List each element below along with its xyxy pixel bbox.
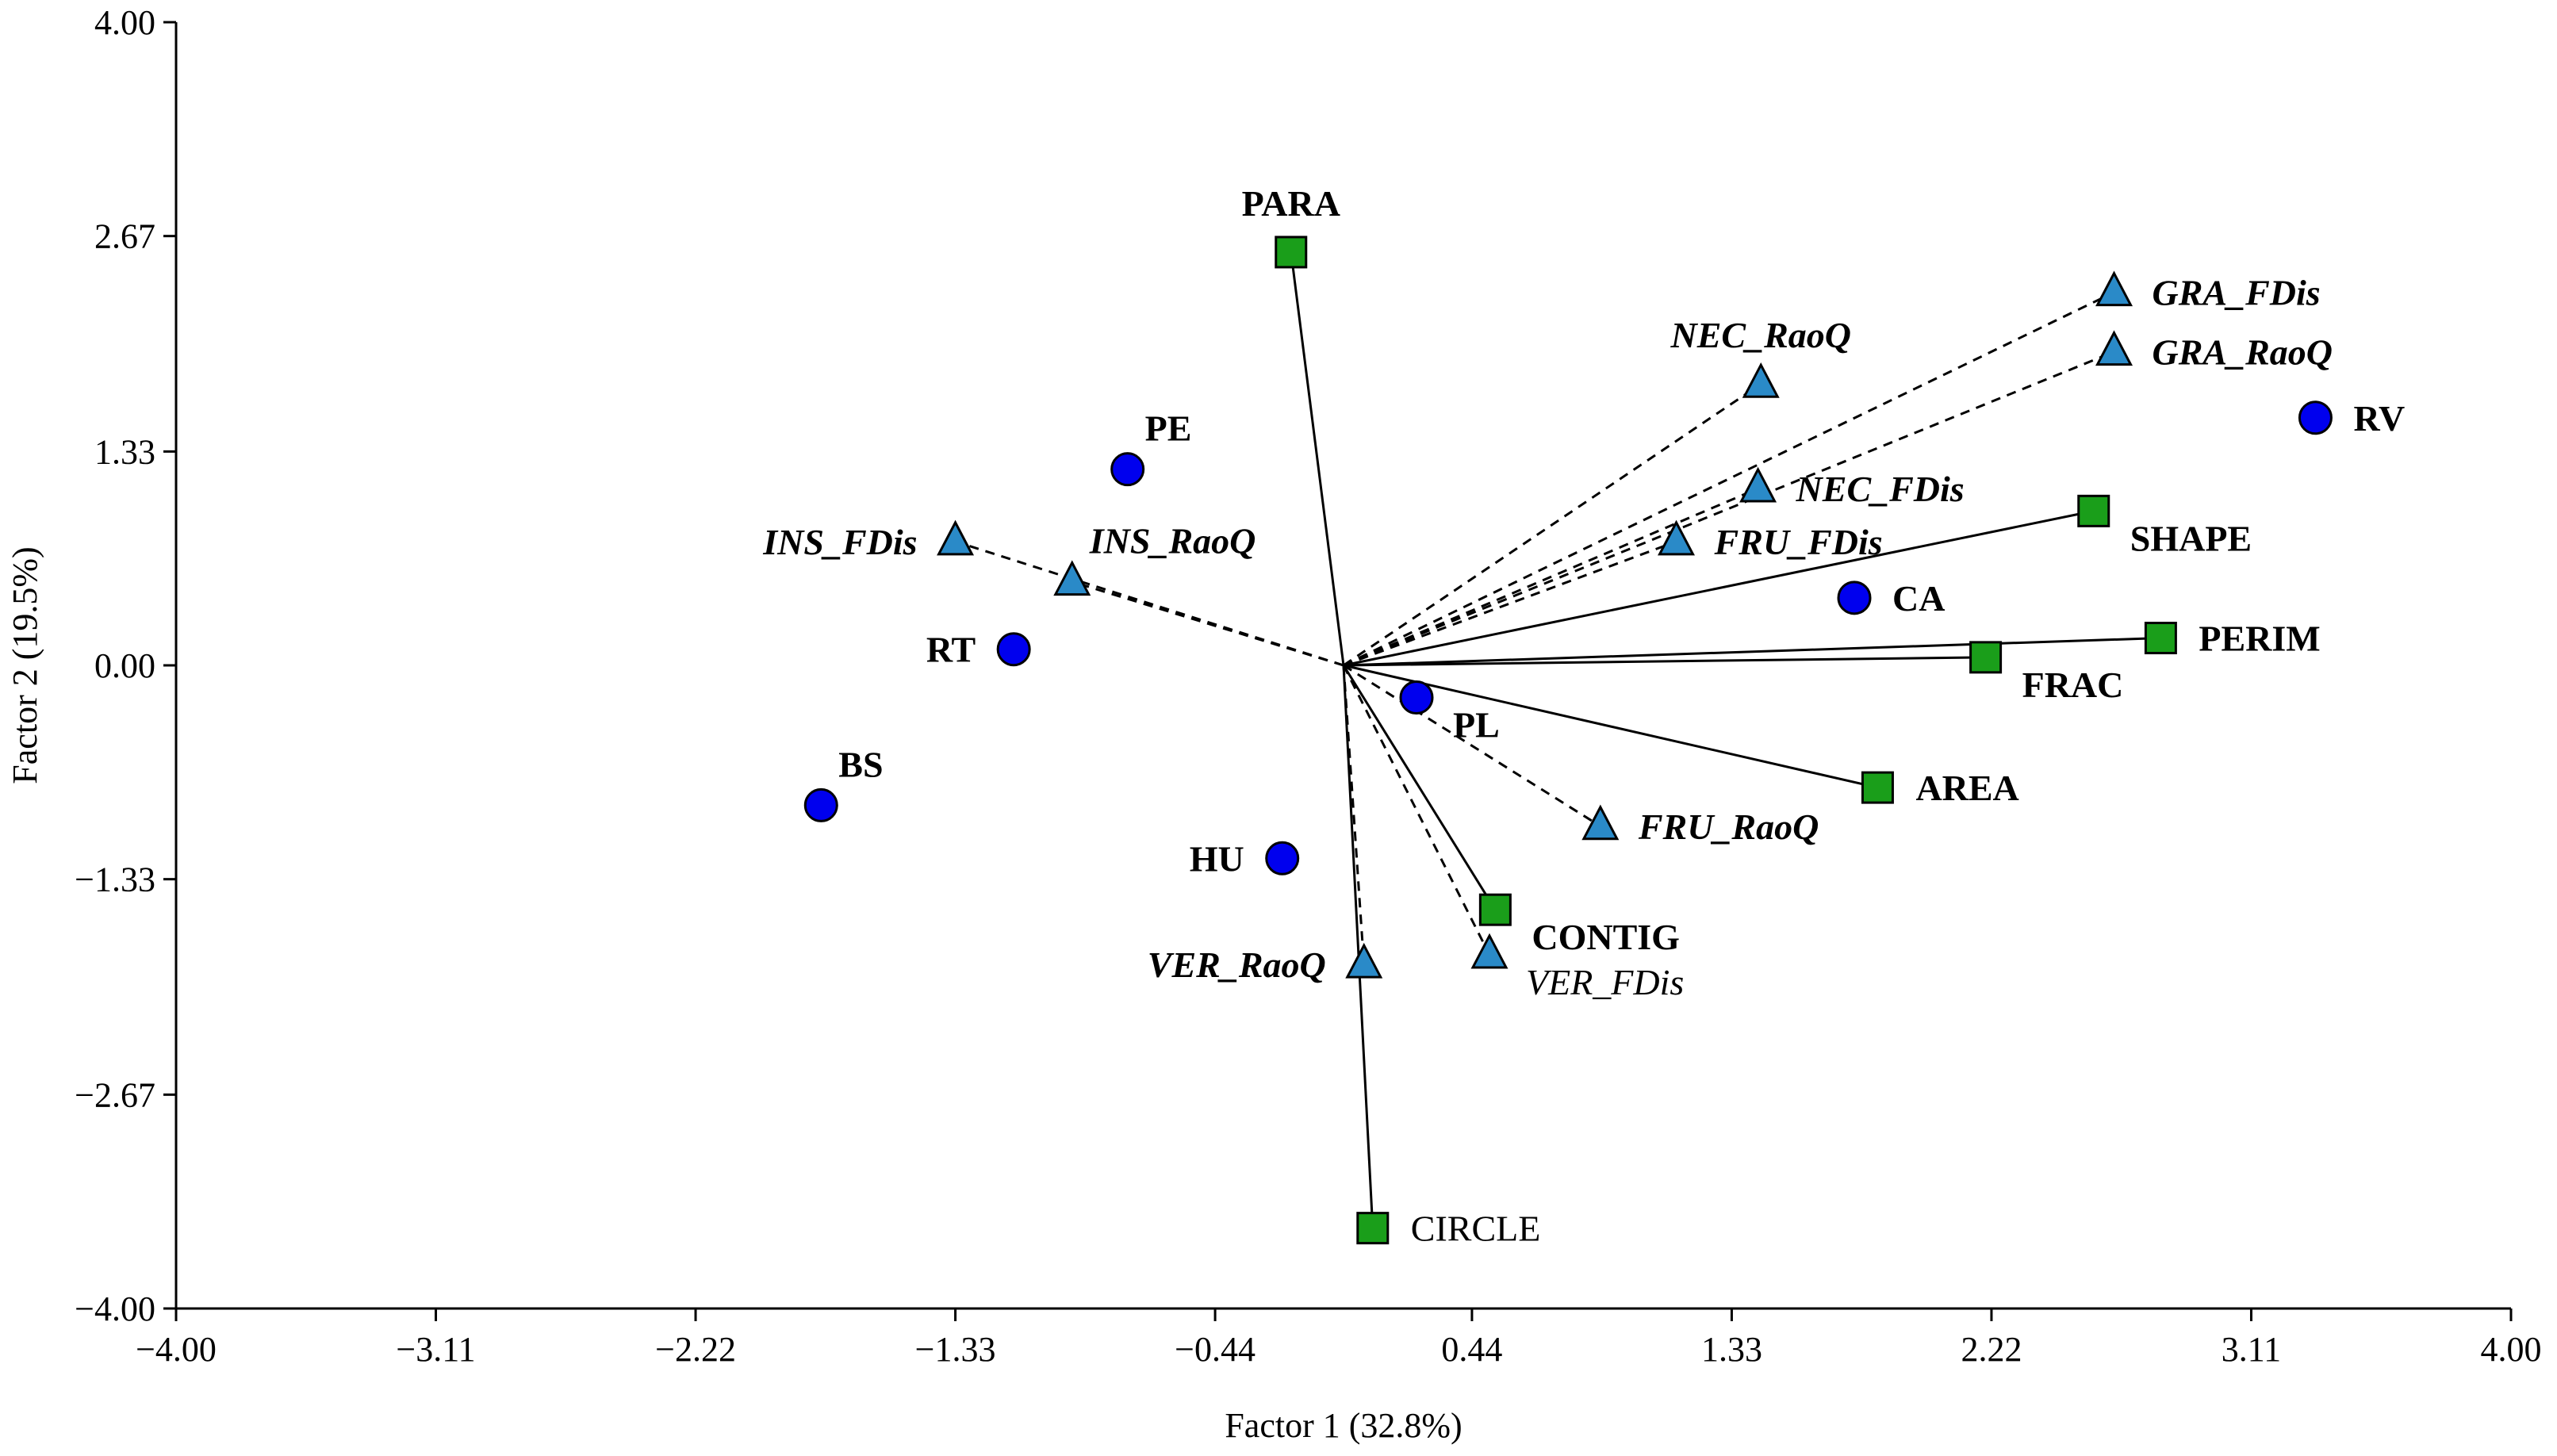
- marker-pl: [1399, 680, 1434, 715]
- vector-para: [1290, 251, 1345, 666]
- y-tick-label: 0.00: [94, 646, 155, 685]
- marker-contig: [1478, 893, 1512, 926]
- x-tick-label: 0.44: [1441, 1330, 1502, 1369]
- vector-layer: [955, 251, 2161, 1228]
- vector-area: [1343, 664, 1878, 789]
- y-axis-title: Factor 2 (19.5%): [6, 546, 44, 784]
- y-tick-label: 2.67: [94, 217, 155, 256]
- vector-shape: [1343, 509, 2095, 667]
- label-circle: CIRCLE: [1411, 1209, 1541, 1249]
- axes: −4.00 −3.11 −2.22 −1.33 −0.44 0.44 1.33 2.22 3.1…: [75, 3, 2541, 1369]
- marker-ins-fdis: [937, 519, 975, 556]
- marker-rv: [2298, 400, 2333, 435]
- label-nec-fdis: NEC_FDis: [1796, 469, 1965, 509]
- label-shape: SHAPE: [2130, 518, 2252, 558]
- vector-nec-raoq: [1343, 382, 1762, 667]
- marker-fru-raoq: [1581, 804, 1620, 841]
- marker-frac: [1969, 641, 2003, 674]
- x-tick-label: −2.22: [655, 1330, 736, 1369]
- label-ins-raoq: INS_RaoQ: [1089, 521, 1256, 561]
- x-tick-label: 2.22: [1961, 1330, 2022, 1369]
- marker-nec-raoq: [1742, 362, 1780, 398]
- vector-contig: [1342, 665, 1497, 910]
- vector-circle: [1342, 665, 1374, 1228]
- y-tick-label: −2.67: [75, 1075, 155, 1114]
- marker-fru-fdis: [1658, 519, 1696, 556]
- x-tick-label: 4.00: [2481, 1330, 2542, 1369]
- label-perim: PERIM: [2199, 619, 2320, 659]
- vector-perim: [1343, 637, 2161, 667]
- label-ver-fdis: VER_FDis: [1526, 962, 1684, 1002]
- vector-ins-raoq: [1071, 580, 1344, 667]
- label-pl: PL: [1453, 705, 1500, 745]
- label-gra-fdis: GRA_FDis: [2153, 273, 2321, 313]
- y-tick-label: −4.00: [75, 1289, 155, 1328]
- marker-circle: [1356, 1212, 1390, 1245]
- marker-bs: [803, 787, 838, 822]
- label-hu: HU: [1190, 838, 1244, 879]
- vector-nec-fdis: [1343, 487, 1759, 667]
- label-ins-fdis: INS_FDis: [762, 522, 917, 562]
- vector-frac: [1343, 656, 1986, 667]
- label-layer: PARA SHAPE PERIM FRAC AREA CONTIG CIRCLE GRA_FD…: [762, 183, 2405, 1249]
- x-tick-label: 1.33: [1701, 1330, 1762, 1369]
- label-frac: FRAC: [2022, 665, 2124, 705]
- vector-fru-fdis: [1343, 540, 1677, 667]
- x-tick-label: −0.44: [1175, 1330, 1255, 1369]
- x-tick-label: −3.11: [396, 1330, 475, 1369]
- x-axis-title: Factor 1 (32.8%): [1225, 1406, 1462, 1445]
- label-fru-raoq: FRU_RaoQ: [1638, 807, 1819, 847]
- marker-perim: [2144, 622, 2177, 655]
- label-para: PARA: [1242, 183, 1340, 224]
- marker-shape: [2077, 494, 2110, 527]
- vector-ver-fdis: [1342, 665, 1491, 956]
- label-gra-raoq: GRA_RaoQ: [2153, 332, 2333, 373]
- marker-gra-fdis: [2095, 270, 2133, 307]
- y-tick-label: −1.33: [75, 860, 155, 899]
- y-ticks: −4.00 −2.67 −1.33 0.00 1.33 2.67 4.00: [75, 3, 176, 1328]
- x-tick-label: 3.11: [2222, 1330, 2281, 1369]
- marker-area: [1861, 771, 1894, 804]
- marker-ca: [1837, 580, 1872, 615]
- x-ticks: −4.00 −3.11 −2.22 −1.33 −0.44 0.44 1.33 2.22 3.1…: [136, 1308, 2542, 1369]
- vector-gra-raoq: [1343, 351, 2115, 667]
- marker-layer: [803, 236, 2333, 1245]
- vector-fru-raoq: [1343, 664, 1601, 828]
- label-rv: RV: [2353, 398, 2405, 439]
- marker-gra-raoq: [2095, 330, 2133, 366]
- marker-pe: [1110, 452, 1145, 487]
- y-tick-label: 1.33: [94, 432, 155, 471]
- label-area: AREA: [1915, 768, 2018, 808]
- x-tick-label: −1.33: [915, 1330, 996, 1369]
- marker-ver-raoq: [1345, 942, 1383, 979]
- label-ca: CA: [1892, 578, 1945, 619]
- marker-para: [1275, 236, 1308, 269]
- marker-ins-raoq: [1053, 560, 1091, 596]
- marker-ver-fdis: [1470, 933, 1509, 969]
- marker-hu: [1265, 841, 1300, 876]
- label-pe: PE: [1145, 408, 1192, 449]
- marker-rt: [996, 632, 1031, 667]
- label-contig: CONTIG: [1532, 917, 1680, 957]
- label-bs: BS: [838, 744, 883, 784]
- x-tick-label: −4.00: [136, 1330, 217, 1369]
- vector-gra-fdis: [1343, 291, 2115, 667]
- y-tick-label: 4.00: [94, 3, 155, 42]
- label-rt: RT: [926, 630, 976, 670]
- label-nec-raoq: NEC_RaoQ: [1670, 315, 1850, 355]
- marker-nec-fdis: [1739, 466, 1777, 503]
- label-ver-raoq: VER_RaoQ: [1148, 944, 1326, 985]
- label-fru-fdis: FRU_FDis: [1714, 522, 1883, 562]
